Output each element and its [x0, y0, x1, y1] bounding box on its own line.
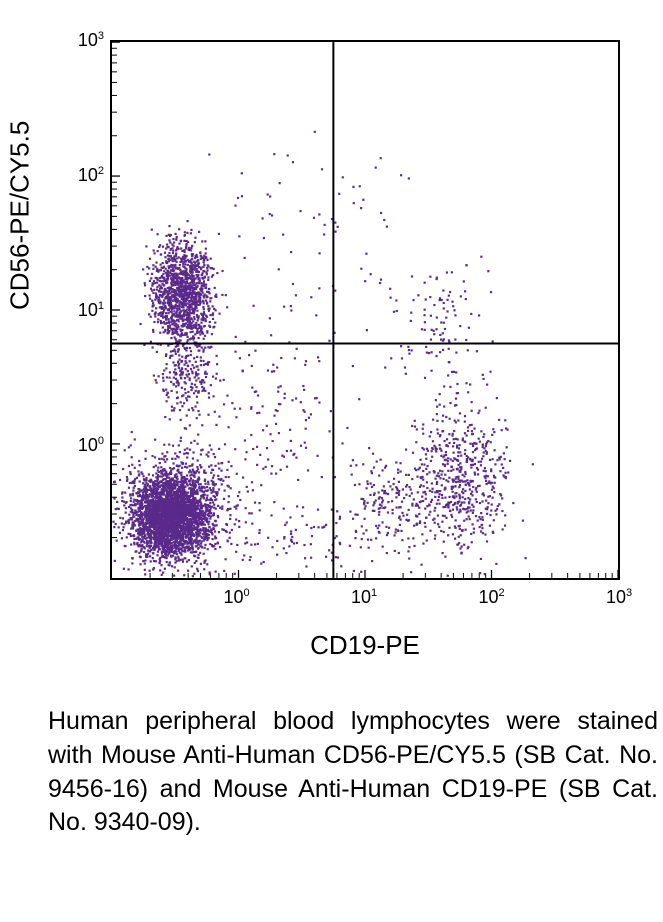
figure: CD56-PE/CY5.5 100101102103 100101102103 … [0, 0, 663, 860]
plot-area [110, 40, 620, 580]
y-tick-label: 103 [78, 31, 104, 49]
y-tick-label: 101 [78, 301, 104, 319]
y-tick-label: 102 [78, 166, 104, 184]
x-tick-label: 103 [606, 588, 632, 606]
y-tick-label: 100 [78, 436, 104, 454]
scatter-svg [112, 42, 618, 578]
y-axis-label: CD56-PE/CY5.5 [5, 121, 36, 310]
flow-cytometry-scatter: CD56-PE/CY5.5 100101102103 100101102103 … [20, 20, 640, 680]
x-tick-label: 101 [351, 588, 377, 606]
x-tick-label: 102 [479, 588, 505, 606]
x-axis-label: CD19-PE [110, 630, 620, 661]
figure-caption: Human peripheral blood lymphocytes were … [48, 705, 658, 840]
x-tick-label: 100 [224, 588, 250, 606]
